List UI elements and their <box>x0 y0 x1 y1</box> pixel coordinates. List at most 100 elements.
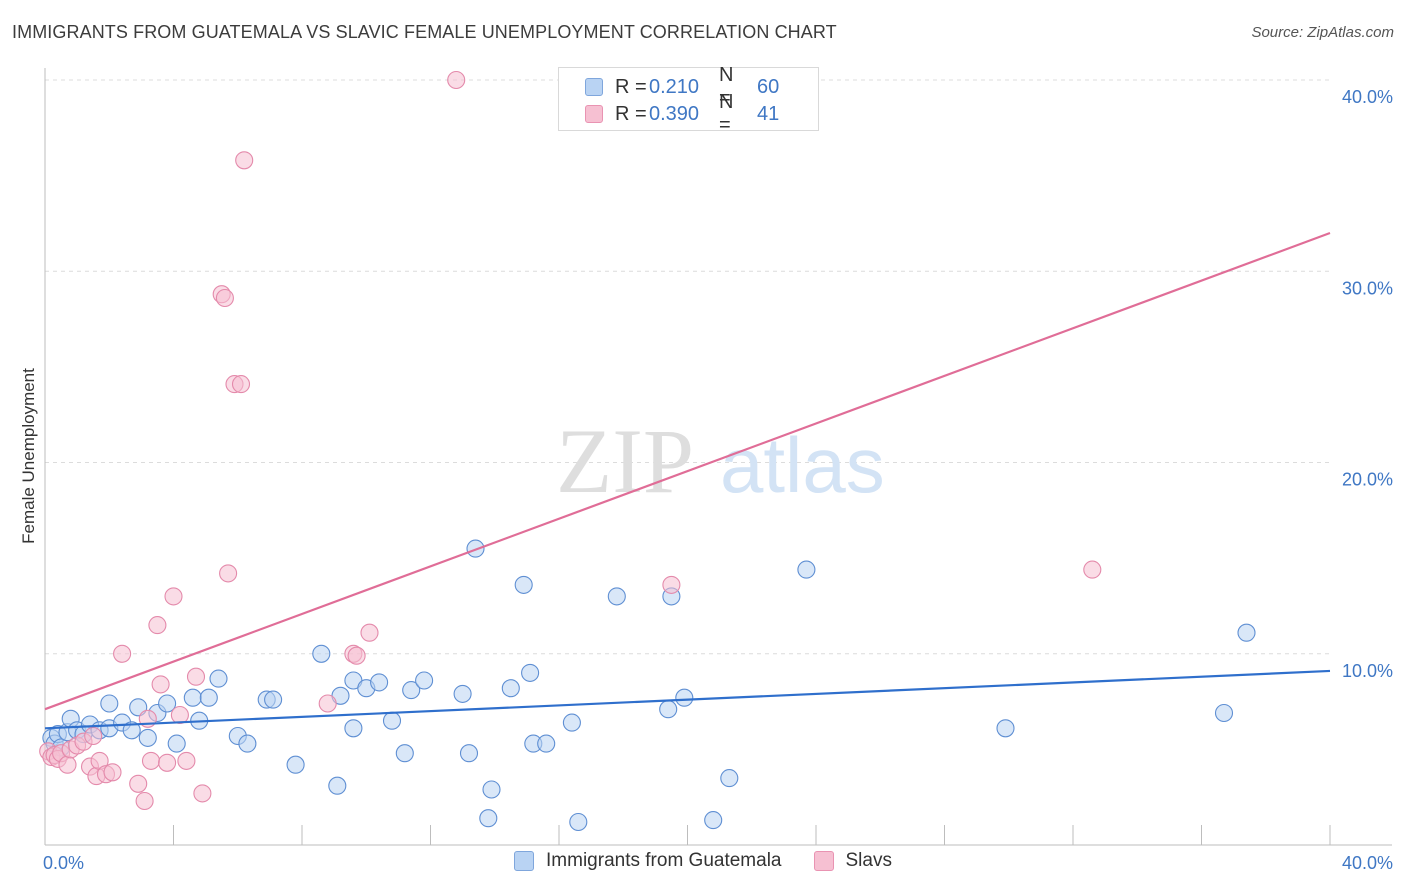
legend-r-value: 0.390 <box>649 102 700 125</box>
point-guatemala <box>286 755 305 774</box>
point-guatemala <box>479 809 498 828</box>
point-guatemala <box>797 560 816 579</box>
point-slavs <box>318 694 337 713</box>
series-legend: Immigrants from Guatemala Slavs <box>0 850 1406 872</box>
point-slavs <box>164 587 183 606</box>
chart-source: Source: ZipAtlas.com <box>1251 24 1394 41</box>
point-slavs <box>113 644 132 663</box>
legend-n-label: N = <box>719 64 734 109</box>
point-guatemala <box>402 681 421 700</box>
point-slavs <box>447 70 466 90</box>
point-guatemala <box>238 734 257 753</box>
point-guatemala <box>138 728 157 747</box>
point-slavs <box>58 755 77 774</box>
point-guatemala <box>521 663 540 682</box>
tick-labels: 10.0% 20.0% 30.0% 40.0% 0.0% 40.0% <box>43 87 1393 873</box>
legend-r-label: R = <box>615 75 647 98</box>
point-slavs <box>193 784 212 803</box>
point-slavs <box>148 616 167 635</box>
watermark-atlas: atlas <box>720 421 885 509</box>
point-slavs <box>158 753 177 772</box>
trend-line-guatemala <box>44 669 1331 730</box>
watermark-zip: ZIP <box>556 410 694 512</box>
point-guatemala <box>704 811 723 830</box>
point-slavs <box>151 675 170 694</box>
legend-item-guatemala: Immigrants from Guatemala <box>514 850 782 872</box>
series-guatemala-points <box>42 539 1256 832</box>
legend-swatch-blue <box>585 78 603 96</box>
point-slavs <box>186 667 206 686</box>
point-guatemala <box>482 780 501 799</box>
point-guatemala <box>659 700 678 719</box>
point-slavs <box>177 751 196 770</box>
y-tick-label: 40.0% <box>1342 87 1393 107</box>
point-guatemala <box>562 713 581 732</box>
point-slavs <box>231 375 251 394</box>
chart-title: IMMIGRANTS FROM GUATEMALA VS SLAVIC FEMA… <box>12 22 837 42</box>
point-guatemala <box>328 776 347 795</box>
series-slavs-points <box>39 70 1102 811</box>
point-guatemala <box>382 711 402 730</box>
y-tick-label: 10.0% <box>1342 661 1393 681</box>
legend-swatch-pink <box>813 851 834 871</box>
point-guatemala <box>183 688 202 707</box>
point-slavs <box>219 564 238 583</box>
legend-r-label: R = <box>615 102 647 125</box>
x-tick-label: 0.0% <box>43 853 84 873</box>
legend-row-slavs: R = 0.390 N = 41 <box>585 91 780 136</box>
trend-lines <box>44 231 1331 730</box>
legend-r-value: 0.210 <box>649 75 700 98</box>
point-guatemala <box>264 690 283 709</box>
point-guatemala <box>453 684 472 703</box>
legend-item-slavs: Slavs <box>813 850 892 872</box>
correlation-legend: R = 0.210 N = 60 R = 0.390 N = 41 <box>558 64 819 136</box>
point-guatemala <box>720 769 739 788</box>
y-tick-label: 30.0% <box>1342 278 1393 298</box>
point-guatemala <box>209 669 228 688</box>
x-tick-label: 40.0% <box>1342 853 1393 873</box>
point-slavs <box>215 288 234 308</box>
point-slavs <box>141 751 161 770</box>
point-slavs <box>170 705 189 725</box>
legend-swatch-pink <box>585 105 603 123</box>
point-slavs <box>84 726 103 746</box>
point-guatemala <box>370 673 389 692</box>
legend-label-slavs: Slavs <box>845 850 892 871</box>
y-axis-label: Female Unemployment <box>19 368 38 544</box>
point-guatemala <box>459 744 479 763</box>
point-guatemala <box>607 587 626 606</box>
legend-label-guatemala: Immigrants from Guatemala <box>546 850 782 871</box>
legend-row-guatemala: R = 0.210 N = 60 <box>585 64 780 109</box>
point-guatemala <box>167 734 186 753</box>
point-guatemala <box>501 679 520 698</box>
point-slavs <box>1083 560 1102 579</box>
point-guatemala <box>344 719 363 738</box>
point-slavs <box>662 575 681 594</box>
point-guatemala <box>537 734 556 753</box>
point-guatemala <box>100 694 119 713</box>
legend-n-label: N = <box>719 91 734 136</box>
y-tick-label: 20.0% <box>1342 470 1393 490</box>
legend-n-value: 60 <box>757 75 780 98</box>
point-slavs <box>135 791 154 811</box>
point-guatemala <box>158 694 177 713</box>
point-guatemala <box>415 671 434 690</box>
point-guatemala <box>1237 623 1256 642</box>
legend-n-value: 41 <box>757 102 780 125</box>
axes <box>44 68 1392 846</box>
point-guatemala <box>395 744 414 763</box>
point-guatemala <box>199 688 218 707</box>
point-slavs <box>360 623 379 642</box>
point-guatemala <box>996 719 1015 738</box>
point-guatemala <box>569 812 588 832</box>
point-guatemala <box>675 688 694 707</box>
point-guatemala <box>122 721 141 740</box>
point-slavs <box>235 151 254 170</box>
point-guatemala <box>1214 703 1234 723</box>
point-slavs <box>347 646 366 665</box>
point-slavs <box>103 763 122 782</box>
point-guatemala <box>312 644 331 663</box>
trend-line-slavs <box>44 231 1331 711</box>
legend-swatch-blue <box>514 851 535 871</box>
